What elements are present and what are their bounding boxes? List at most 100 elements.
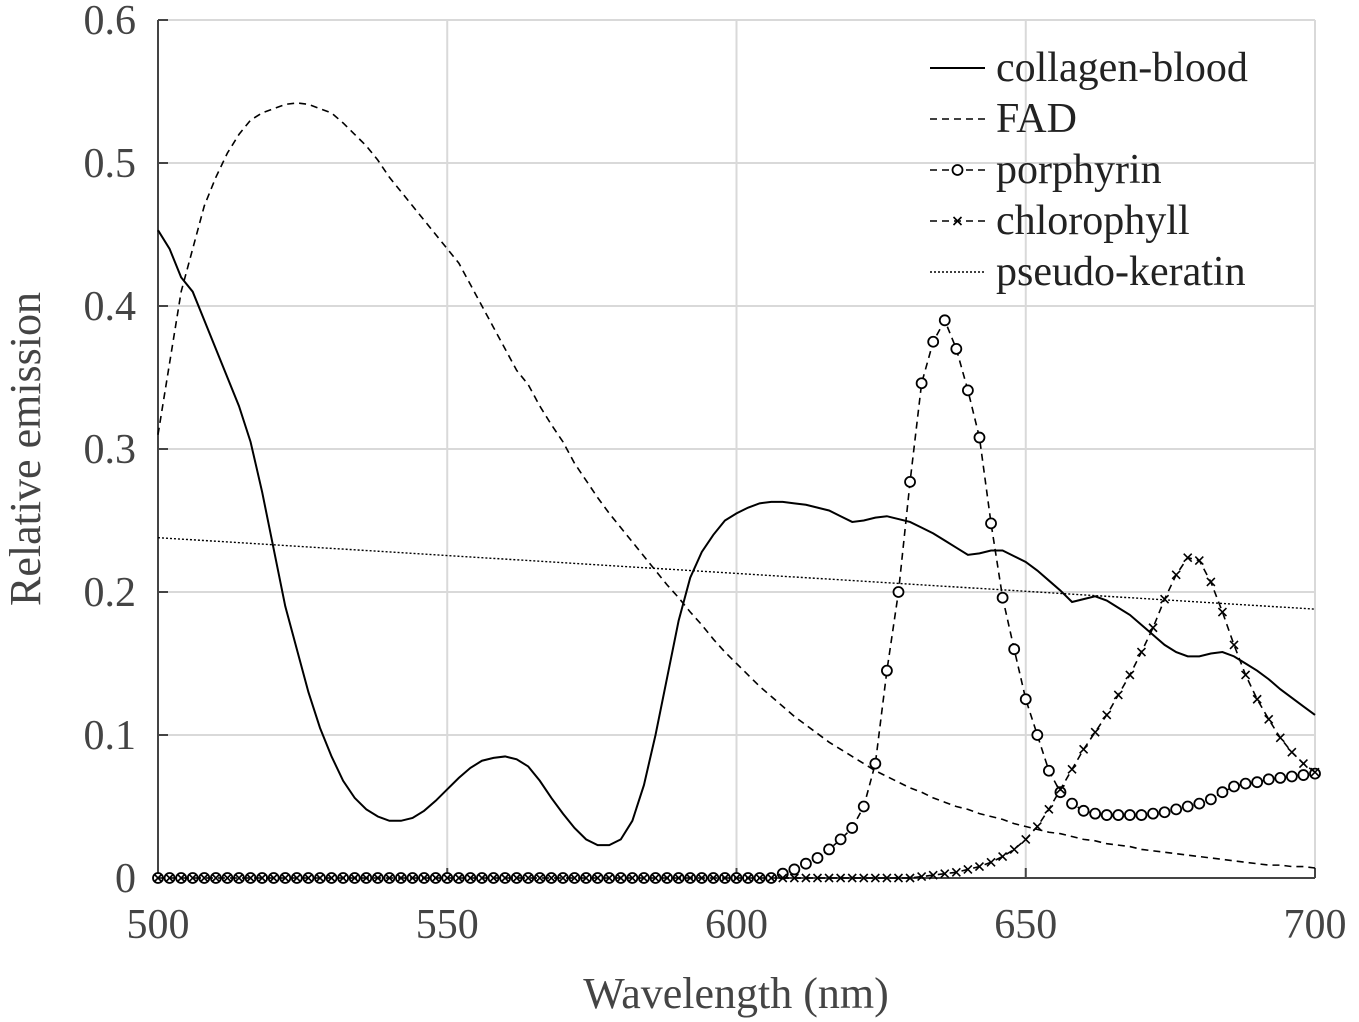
marker	[1160, 594, 1170, 604]
marker	[1067, 764, 1077, 774]
marker	[558, 873, 568, 883]
legend-text: pseudo-keratin	[996, 249, 1246, 295]
marker	[869, 757, 882, 770]
marker	[269, 873, 279, 883]
marker	[1297, 769, 1310, 781]
marker	[952, 216, 963, 226]
marker	[1125, 670, 1135, 680]
marker	[1239, 777, 1252, 790]
marker	[1123, 809, 1136, 821]
marker	[1031, 729, 1044, 741]
marker	[1216, 786, 1229, 799]
marker	[950, 342, 963, 355]
marker	[1044, 804, 1054, 814]
marker	[569, 873, 580, 883]
marker	[616, 873, 626, 883]
x-tick-label: 600	[705, 902, 768, 948]
y-axis-label: Relative emission	[1, 292, 50, 606]
marker	[1054, 786, 1067, 799]
series-line	[157, 536, 1316, 610]
marker	[1285, 770, 1298, 783]
marker	[1274, 772, 1287, 784]
marker	[1217, 607, 1228, 617]
marker	[465, 873, 475, 883]
marker	[292, 873, 302, 883]
marker	[963, 864, 973, 874]
marker	[801, 873, 811, 883]
marker	[996, 591, 1009, 604]
marker	[1252, 694, 1262, 704]
x-axis-label: Wavelength (nm)	[583, 969, 889, 1018]
marker	[1008, 643, 1021, 656]
marker	[1181, 800, 1194, 813]
marker	[1204, 793, 1217, 806]
marker	[708, 873, 718, 883]
marker	[1193, 797, 1206, 810]
marker	[1136, 647, 1147, 657]
marker	[985, 517, 997, 530]
marker	[1147, 807, 1159, 820]
marker	[986, 857, 996, 867]
x-tick-label: 500	[127, 902, 190, 948]
marker	[881, 664, 893, 677]
marker	[1171, 570, 1181, 580]
marker	[662, 873, 672, 883]
legend-text: porphyrin	[996, 147, 1162, 193]
marker	[1264, 714, 1274, 724]
marker	[1251, 776, 1264, 789]
marker	[454, 873, 464, 883]
marker	[846, 822, 859, 834]
marker	[1275, 733, 1285, 743]
marker	[234, 873, 244, 883]
marker	[1241, 670, 1251, 680]
marker	[1194, 555, 1204, 566]
marker	[917, 872, 927, 882]
marker	[755, 873, 765, 883]
marker	[222, 873, 232, 883]
marker	[581, 873, 591, 883]
y-tick-label: 0	[115, 856, 136, 902]
marker	[303, 873, 313, 883]
marker	[546, 873, 556, 883]
marker	[315, 873, 325, 883]
marker	[1102, 710, 1112, 720]
marker	[951, 164, 964, 176]
marker	[1158, 806, 1171, 819]
y-tick-label: 0.6	[84, 0, 137, 44]
marker	[811, 852, 824, 864]
legend-text: FAD	[996, 96, 1077, 142]
marker	[789, 873, 799, 883]
marker	[904, 475, 916, 488]
marker	[927, 335, 940, 348]
marker	[951, 867, 961, 877]
marker	[812, 873, 823, 883]
marker	[211, 873, 221, 883]
marker	[407, 873, 418, 883]
marker	[1021, 834, 1031, 844]
marker	[1079, 744, 1089, 754]
marker	[824, 873, 834, 883]
marker	[834, 833, 847, 846]
marker	[338, 873, 348, 883]
marker	[674, 873, 684, 883]
marker	[1077, 804, 1090, 817]
marker	[361, 873, 371, 883]
marker	[1112, 809, 1125, 821]
marker	[974, 861, 985, 872]
marker	[1310, 767, 1320, 777]
marker	[847, 873, 857, 883]
marker	[823, 843, 835, 856]
marker	[859, 873, 869, 883]
marker	[857, 800, 870, 813]
marker	[442, 873, 452, 883]
legend-text: chlorophyll	[996, 198, 1190, 244]
marker	[188, 873, 198, 883]
marker	[882, 873, 892, 883]
marker	[1113, 690, 1123, 700]
marker	[373, 873, 383, 883]
marker	[165, 873, 175, 883]
marker	[1055, 784, 1066, 794]
marker	[280, 873, 290, 883]
series-line	[157, 229, 1316, 847]
